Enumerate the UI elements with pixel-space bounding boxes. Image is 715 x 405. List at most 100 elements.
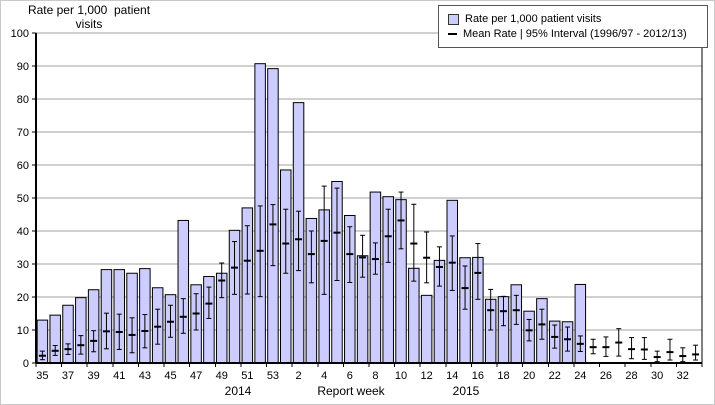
mean-dash-week-17 <box>487 309 495 312</box>
mean-dash-week-48 <box>205 302 213 305</box>
mean-dash-week-11 <box>410 242 418 245</box>
x-tick-label-week-32: 32 <box>677 370 689 382</box>
mean-dash-week-12 <box>423 256 431 259</box>
mean-dash-week-49 <box>218 279 226 282</box>
mean-dash-week-14 <box>448 261 456 264</box>
mean-dash-week-15 <box>461 287 469 290</box>
mean-dash-week-37 <box>64 348 72 351</box>
mean-dash-week-16 <box>474 271 482 274</box>
y-tick-label-100: 100 <box>11 28 29 40</box>
mean-dash-week-29 <box>640 348 648 351</box>
x-tick-label-week-35: 35 <box>36 370 48 382</box>
mean-dash-week-22 <box>551 335 559 338</box>
x-tick-label-week-8: 8 <box>372 370 378 382</box>
mean-dash-week-46 <box>179 315 187 318</box>
x-tick-label-week-28: 28 <box>625 370 637 382</box>
x-tick-label-week-30: 30 <box>651 370 663 382</box>
y-tick-label-60: 60 <box>17 160 29 172</box>
y-axis-title-line2: visits <box>75 17 103 31</box>
mean-dash-week-24 <box>576 342 584 345</box>
mean-dash-week-19 <box>512 309 520 312</box>
legend-item-mean-label: Mean Rate | 95% Interval (1996/97 - 2012… <box>463 28 687 40</box>
x-tick-label-week-37: 37 <box>62 370 74 382</box>
mean-dash-week-10 <box>397 219 405 222</box>
bar-week-46 <box>177 219 190 364</box>
mean-dash-week-39 <box>90 339 98 342</box>
mean-dash-week-31 <box>666 351 674 354</box>
mean-dash-week-18 <box>499 310 507 313</box>
mean-dash-week-6 <box>346 253 354 256</box>
mean-dash-week-23 <box>564 338 572 341</box>
legend-bar-swatch-icon <box>448 13 459 25</box>
mean-dash-week-21 <box>538 323 546 326</box>
mean-dash-week-45 <box>166 320 174 323</box>
mean-dash-week-38 <box>77 344 85 347</box>
y-tick-label-0: 0 <box>23 358 29 370</box>
x-tick-label-week-24: 24 <box>574 370 586 382</box>
x-tick-label-week-53: 53 <box>267 370 279 382</box>
mean-dash-week-3 <box>307 253 315 256</box>
mean-dash-week-2 <box>295 238 303 241</box>
year-label-2015: 2015 <box>452 384 480 398</box>
mean-dash-week-20 <box>525 329 533 332</box>
mean-dash-week-13 <box>435 265 443 268</box>
x-tick-label-week-6: 6 <box>347 370 353 382</box>
y-tick-label-10: 10 <box>17 325 29 337</box>
mean-dash-week-53 <box>269 223 277 226</box>
mean-dash-week-43 <box>141 329 149 332</box>
mean-dash-week-5 <box>333 231 341 234</box>
mean-dash-week-35 <box>38 354 46 357</box>
bar-week-8 <box>369 191 382 364</box>
x-tick-label-week-18: 18 <box>497 370 509 382</box>
legend-item-mean: Mean Rate | 95% Interval (1996/97 - 2012… <box>448 28 707 40</box>
x-tick-label-week-12: 12 <box>421 370 433 382</box>
x-tick-label-week-14: 14 <box>446 370 458 382</box>
x-tick-label-week-20: 20 <box>523 370 535 382</box>
mean-dash-week-30 <box>653 356 661 359</box>
y-tick-label-50: 50 <box>17 193 29 205</box>
mean-dash-week-50 <box>231 266 239 269</box>
mean-dash-week-33 <box>692 353 700 356</box>
x-tick-label-week-22: 22 <box>549 370 561 382</box>
legend-item-rate-label: Rate per 1,000 patient visits <box>465 13 602 25</box>
mean-dash-week-41 <box>115 330 123 333</box>
x-tick-label-week-41: 41 <box>113 370 125 382</box>
x-tick-label-week-10: 10 <box>395 370 407 382</box>
y-tick-label-30: 30 <box>17 259 29 271</box>
mean-dash-week-8 <box>371 258 379 261</box>
x-axis-title: Report week <box>317 384 385 398</box>
x-tick-label-week-49: 49 <box>216 370 228 382</box>
x-tick-label-week-39: 39 <box>88 370 100 382</box>
y-tick-label-20: 20 <box>17 292 29 304</box>
mean-dash-week-27 <box>615 341 623 344</box>
x-tick-label-week-2: 2 <box>295 370 301 382</box>
mean-dash-week-4 <box>320 239 328 242</box>
x-tick-label-week-51: 51 <box>241 370 253 382</box>
mean-dash-week-7 <box>359 256 367 259</box>
y-axis-title: Rate per 1,000 patient visits <box>9 3 169 31</box>
legend-item-rate: Rate per 1,000 patient visits <box>448 13 707 25</box>
y-tick-label-80: 80 <box>17 94 29 106</box>
y-tick-label-90: 90 <box>17 61 29 73</box>
mean-dash-week-26 <box>602 346 610 349</box>
mean-dash-week-42 <box>128 333 136 336</box>
y-tick-label-40: 40 <box>17 226 29 238</box>
y-tick-label-70: 70 <box>17 127 29 139</box>
y-axis-title-line1: Rate per 1,000 patient <box>27 3 151 17</box>
x-tick-label-week-16: 16 <box>472 370 484 382</box>
x-tick-label-week-4: 4 <box>321 370 327 382</box>
mean-dash-week-36 <box>51 349 59 352</box>
x-tick-label-week-47: 47 <box>190 370 202 382</box>
mean-dash-week-47 <box>192 312 200 315</box>
mean-dash-week-9 <box>384 235 392 238</box>
bar-week-11 <box>408 267 420 364</box>
mean-dash-week-52 <box>256 249 264 252</box>
mean-dash-week-32 <box>679 355 687 358</box>
year-label-2014: 2014 <box>224 384 252 398</box>
x-tick-label-week-45: 45 <box>164 370 176 382</box>
mean-dash-week-1 <box>282 242 290 245</box>
mean-dash-week-51 <box>243 259 251 262</box>
mean-dash-week-40 <box>102 330 110 333</box>
mean-dash-week-25 <box>589 346 597 349</box>
